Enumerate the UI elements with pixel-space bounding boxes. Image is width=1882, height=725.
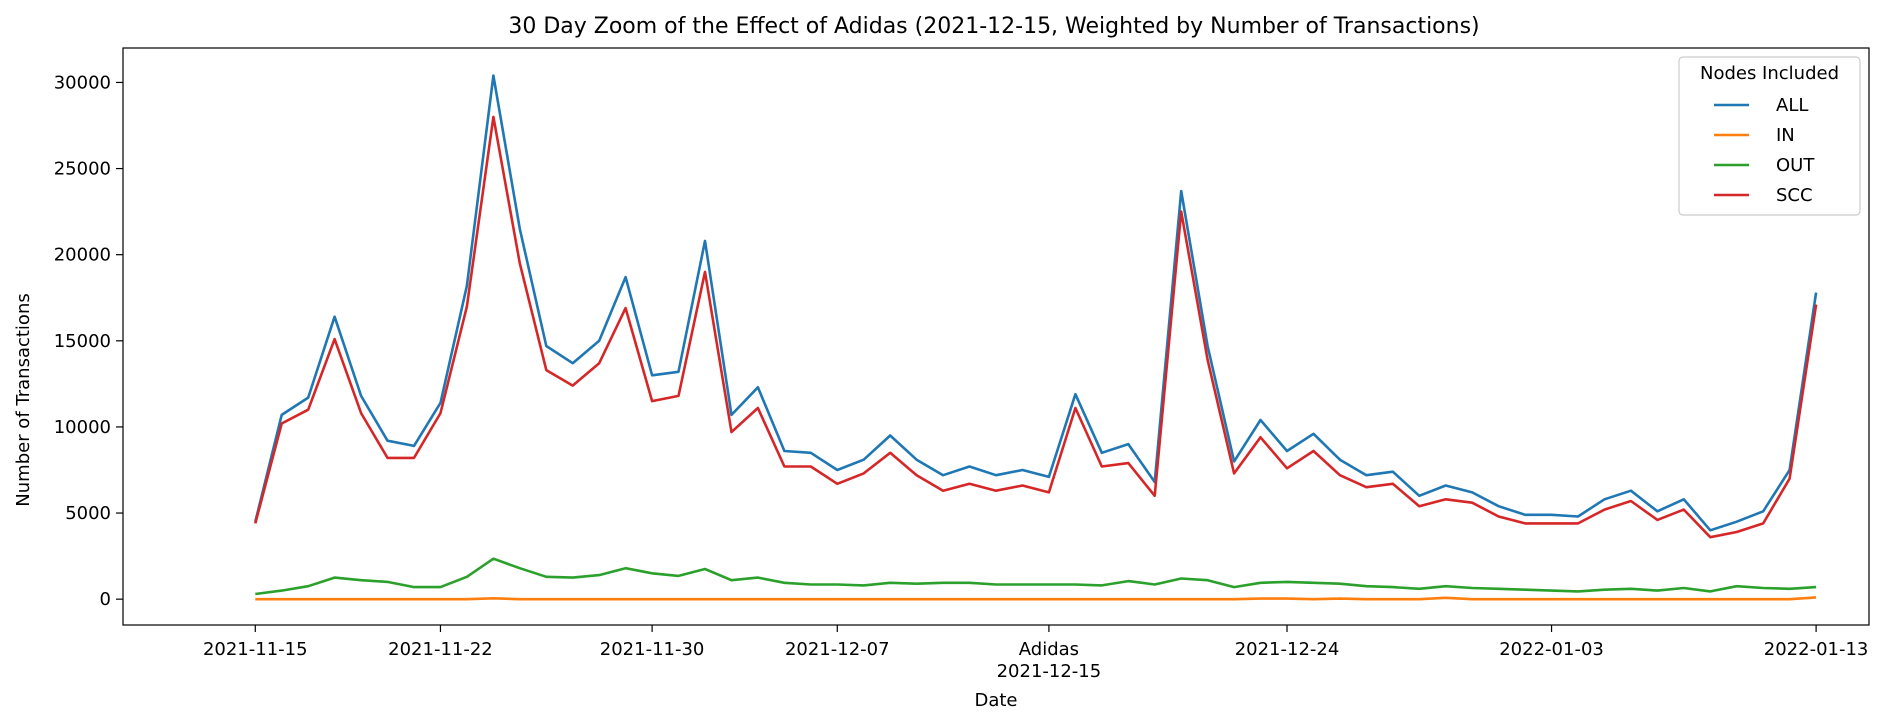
y-tick-label: 30000 (54, 72, 111, 93)
legend-label-all: ALL (1776, 95, 1808, 116)
series-line-out (255, 557, 1817, 596)
y-tick-label: 10000 (54, 417, 111, 438)
legend-label-in: IN (1776, 125, 1795, 146)
legend-box (1678, 56, 1861, 216)
x-tick-label: 2021-11-30 (600, 639, 705, 660)
y-axis: 0 5000 10000 15000 20000 25000 30000 (54, 72, 123, 610)
y-tick-label: 25000 (54, 159, 111, 180)
series-line-scc (254, 115, 1818, 539)
legend: Nodes Included ALL IN OUT SCC (1678, 56, 1861, 216)
y-tick-label: 20000 (54, 245, 111, 266)
series-line-all (254, 74, 1818, 532)
legend-label-scc: SCC (1776, 185, 1813, 206)
plot-area (254, 74, 1818, 601)
event-date-label: 2021-12-15 (997, 661, 1102, 682)
x-axis: 2021-11-15 2021-11-22 2021-11-30 2021-12-07… (203, 625, 1868, 660)
x-tick-label: 2021-11-15 (203, 639, 308, 660)
y-axis-label: Number of Transactions (13, 293, 34, 506)
x-tick-label: 2021-11-22 (388, 639, 493, 660)
y-tick-label: 0 (100, 589, 111, 610)
series-line-in (255, 596, 1817, 601)
y-tick-label: 5000 (65, 503, 111, 524)
x-tick-label: 2022-01-03 (1499, 639, 1604, 660)
x-axis-label: Date (974, 690, 1017, 711)
chart-title: 30 Day Zoom of the Effect of Adidas (202… (508, 14, 1479, 39)
x-tick-label: 2022-01-13 (1764, 639, 1869, 660)
legend-label-out: OUT (1776, 155, 1815, 176)
axes-frame (122, 47, 1870, 626)
legend-title: Nodes Included (1700, 63, 1839, 84)
y-tick-label: 15000 (54, 331, 111, 352)
x-tick-label: 2021-12-07 (785, 639, 890, 660)
x-tick-label: Adidas (1019, 639, 1079, 660)
x-tick-label: 2021-12-24 (1235, 639, 1340, 660)
